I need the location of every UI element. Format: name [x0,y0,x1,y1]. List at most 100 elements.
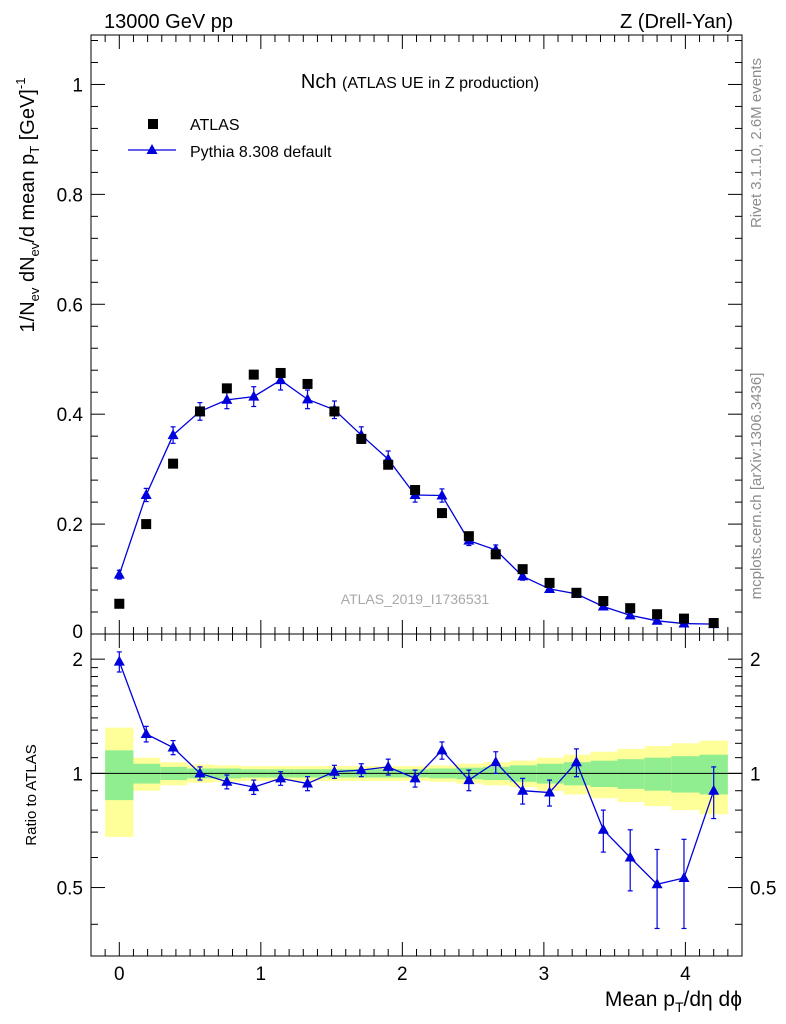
ratio-point [302,777,314,788]
x-tick-label: 0 [114,964,125,985]
ratio-point [651,878,663,889]
atlas-point [598,596,609,607]
y-tick-label: 1 [72,75,83,96]
ratio-band-inner [671,756,700,793]
atlas-point [383,459,394,470]
legend-pythia-marker [146,144,158,154]
x-tick-label: 3 [539,964,550,985]
ratio-point [570,756,582,767]
ratio-y-tick-label-left: 1 [72,764,83,785]
ratio-point [355,764,367,775]
pythia-point [517,570,529,581]
ratio-y-tick-label-right: 1 [750,764,761,785]
ratio-point [490,756,502,767]
atlas-point [194,406,205,417]
ratio-y-axis-title: Ratio to ATLAS [23,744,40,845]
y-tick-label: 0.6 [57,295,83,316]
y-tick-label: 0.4 [57,405,84,426]
atlas-point [678,613,689,624]
legend-atlas-marker [148,119,158,129]
atlas-point [114,598,125,609]
ratio-point [221,775,233,786]
legend-pythia-label: Pythia 8.308 default [190,144,332,161]
pythia-point [248,390,260,401]
mcplots-label: mcplots.cern.ch [arXiv:1306.3436] [748,373,765,600]
ratio-point [275,772,287,783]
legend-atlas-label: ATLAS [190,117,240,134]
x-axis-title: Mean pT/dη dϕ [605,988,742,1015]
atlas-point [652,609,663,620]
rivet-version-label: Rivet 3.1.10, 2.6M events [748,58,765,228]
atlas-point [141,519,152,530]
ratio-point [382,760,394,771]
ratio-band-inner [644,757,672,791]
pythia-point [167,429,179,440]
ratio-y-tick-label-right: 2 [750,650,761,671]
ratio-band-inner [105,750,134,801]
ratio-point [678,871,690,882]
main-panel-frame [90,34,743,635]
ratio-point [624,851,636,862]
atlas-point [275,367,286,378]
ratio-point [248,781,260,792]
atlas-point [356,433,367,444]
ratio-band-inner [617,759,645,789]
y-tick-label-zero: 0 [72,622,83,643]
pythia-point [436,489,448,500]
atlas-point [571,587,582,598]
pythia-point [544,582,556,593]
atlas-point [490,549,501,560]
pythia-point [140,488,152,499]
main-panel-axes: 0.2 0.4 0.6 0.8 1 0 [57,34,743,643]
atlas-point [168,458,179,469]
atlas-point [436,508,447,519]
atlas-point [517,564,528,575]
y-axis-title: 1/Nev dNev/d mean pT [GeV]-1 [13,78,42,333]
pythia-point [275,374,287,385]
x-tick-label: 2 [397,964,408,985]
atlas-point [221,383,232,394]
ratio-point [167,741,179,752]
ratio-point [113,655,125,666]
atlas-point [329,406,340,417]
analysis-watermark: ATLAS_2019_I1736531 [341,591,490,607]
plot-title: Nch (ATLAS UE in Z production) [301,71,539,93]
ratio-point [463,774,475,785]
ratio-point [517,784,529,795]
chart-marks [113,367,720,930]
ratio-point [597,823,609,834]
ratio-point [544,786,556,797]
ratio-point [409,772,421,783]
x-tick-label: 1 [256,964,267,985]
energy-label: 13000 GeV pp [104,11,233,33]
x-tick-label: 4 [680,964,691,985]
y-tick-label: 0.8 [57,185,83,206]
pythia-point [113,568,125,579]
atlas-point [410,485,421,496]
ratio-point [140,727,152,738]
atlas-point [625,603,636,614]
ratio-y-tick-label-left: 0.5 [57,879,83,900]
ratio-band-inner [590,760,618,788]
ratio-point [708,784,720,795]
ratio-y-tick-label-left: 2 [72,650,83,671]
legend: ATLAS Pythia 8.308 default [128,117,332,161]
atlas-point [708,618,719,629]
ratio-point [436,744,448,755]
ratio-point [194,767,206,778]
ratio-panel-axes: 0 1 2 3 4 0.5 0.5 1 1 2 2 [57,633,776,985]
plot-title-main: Nch [301,71,337,93]
ratio-point [328,765,340,776]
process-label: Z (Drell-Yan) [620,11,733,33]
atlas-point [544,577,555,588]
atlas-point [302,378,313,389]
y-tick-label: 0.2 [57,515,83,536]
plot-title-sub: (ATLAS UE in Z production) [342,75,539,92]
pythia-point [651,614,663,625]
atlas-point [463,531,474,542]
pythia-point [221,393,233,404]
pythia-point [302,393,314,404]
ratio-y-tick-label-right: 0.5 [750,879,776,900]
